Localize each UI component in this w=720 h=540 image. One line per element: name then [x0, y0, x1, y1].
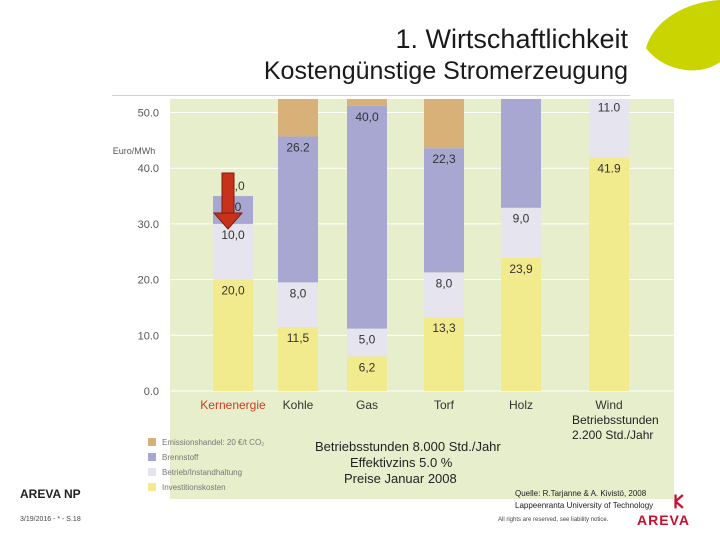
stacked-bar-chart: 0.010.020.030.040.050.060.070.0Euro/MWh2…: [113, 0, 674, 499]
date-page-number: 3/19/2016 - * - S.18: [20, 516, 81, 523]
x-category-label: Wind: [595, 398, 622, 412]
source-line-2: Lappeenranta University of Technology: [515, 501, 654, 510]
y-tick-label: 50.0: [138, 108, 159, 120]
segment-value-label: 26.2: [286, 140, 310, 154]
note-operating-hours: Betriebsstunden 8.000 Std./Jahr: [315, 439, 501, 454]
bar-segment-operation: [501, 207, 541, 258]
bar-segment-investment: [347, 356, 387, 391]
note-wind-hours-label: Betriebsstunden: [572, 413, 659, 427]
segment-value-label: 8,0: [436, 276, 453, 290]
segment-value-label: 8,0: [290, 286, 307, 300]
segment-value-label: 20,0: [221, 284, 245, 298]
y-tick-label: 0.0: [144, 386, 159, 398]
y-tick-label: 10.0: [138, 330, 159, 342]
bar-segment-investment: [501, 257, 541, 391]
x-category-label: Gas: [356, 398, 378, 412]
arrow-shaft: [221, 172, 235, 214]
bar-segment-operation: [347, 328, 387, 357]
note-wind-hours-value: 2.200 Std./Jahr: [572, 428, 653, 442]
legend-label-fuel: Brennstoff: [162, 453, 199, 462]
bar-segment-operation: [589, 96, 629, 158]
segment-value-label: 6,2: [359, 360, 376, 374]
bar-segment-investment: [589, 157, 629, 391]
note-price-date: Preise Januar 2008: [344, 471, 457, 486]
bar-segment-fuel: [347, 105, 387, 329]
legend-swatch-fuel: [148, 453, 156, 461]
slide-title: 1. Wirtschaftlichkeit: [395, 24, 628, 54]
segment-value-label: 11,5: [287, 331, 310, 345]
bar-segment-operation: [213, 223, 253, 280]
segment-value-label: 9,0: [513, 212, 530, 226]
leaf-shape: [646, 0, 720, 71]
segment-value-label: 11.0: [598, 100, 621, 114]
y-tick-label: 30.0: [138, 219, 159, 231]
source-line-1: Quelle: R.Tarjanne & A. Kivistö, 2008: [515, 489, 647, 498]
chart-area: 0.010.020.030.040.050.060.070.0Euro/MWh2…: [104, 0, 674, 499]
company-name: AREVA NP: [20, 487, 81, 501]
y-unit-label: Euro/MWh: [113, 146, 156, 156]
bar-segment-operation: [278, 282, 318, 327]
logo-mark-icon: 𐌊: [673, 492, 685, 512]
segment-value-label: 13,3: [432, 321, 456, 335]
x-category-label: Kernenergie: [200, 398, 266, 412]
rights-notice: All rights are reserved, see liability n…: [498, 517, 609, 523]
x-category-label: Kohle: [283, 398, 314, 412]
bar-segment-emission: [278, 32, 318, 137]
segment-value-label: 10,0: [221, 228, 245, 242]
legend-label-emission: Emissionshandel: 20 €/t CO₂: [162, 438, 264, 447]
legend-swatch-operation: [148, 468, 156, 476]
title-divider: [112, 95, 630, 96]
bar-segment-fuel: [278, 136, 318, 283]
bar-segment-operation: [424, 272, 464, 317]
bar-segment-investment: [278, 326, 318, 391]
legend-label-operation: Betrieb/Instandhaltung: [162, 468, 242, 477]
x-category-label: Torf: [434, 398, 455, 412]
x-category-label: Holz: [509, 398, 533, 412]
bar-segment-fuel: [501, 0, 541, 208]
bar-segment-emission: [424, 26, 464, 149]
bar-segment-investment: [213, 279, 253, 391]
legend-label-investment: Investitionskosten: [162, 483, 226, 492]
bar-segment-emission: [347, 61, 387, 106]
areva-logo: AREVA: [637, 512, 690, 528]
segment-value-label: 40,0: [355, 110, 379, 124]
segment-value-label: 5,0: [359, 333, 376, 347]
slide-subtitle: Kostengünstige Stromerzeugung: [263, 57, 628, 85]
segment-value-label: 23,9: [509, 262, 533, 276]
bar-segment-fuel: [424, 148, 464, 273]
leaf-decoration-icon: [646, 0, 720, 71]
y-tick-label: 40.0: [138, 163, 159, 175]
legend-swatch-emission: [148, 438, 156, 446]
source-citation: Quelle: R.Tarjanne & A. Kivistö, 2008 La…: [515, 488, 653, 512]
segment-value-label: 22,3: [432, 152, 456, 166]
bar-segment-investment: [424, 316, 464, 391]
arrow-head: [212, 212, 244, 230]
y-tick-label: 20.0: [138, 275, 159, 287]
note-interest-rate: Effektivzins 5.0 %: [350, 455, 453, 470]
legend-swatch-investment: [148, 483, 156, 491]
segment-value-label: 41.9: [597, 162, 621, 176]
